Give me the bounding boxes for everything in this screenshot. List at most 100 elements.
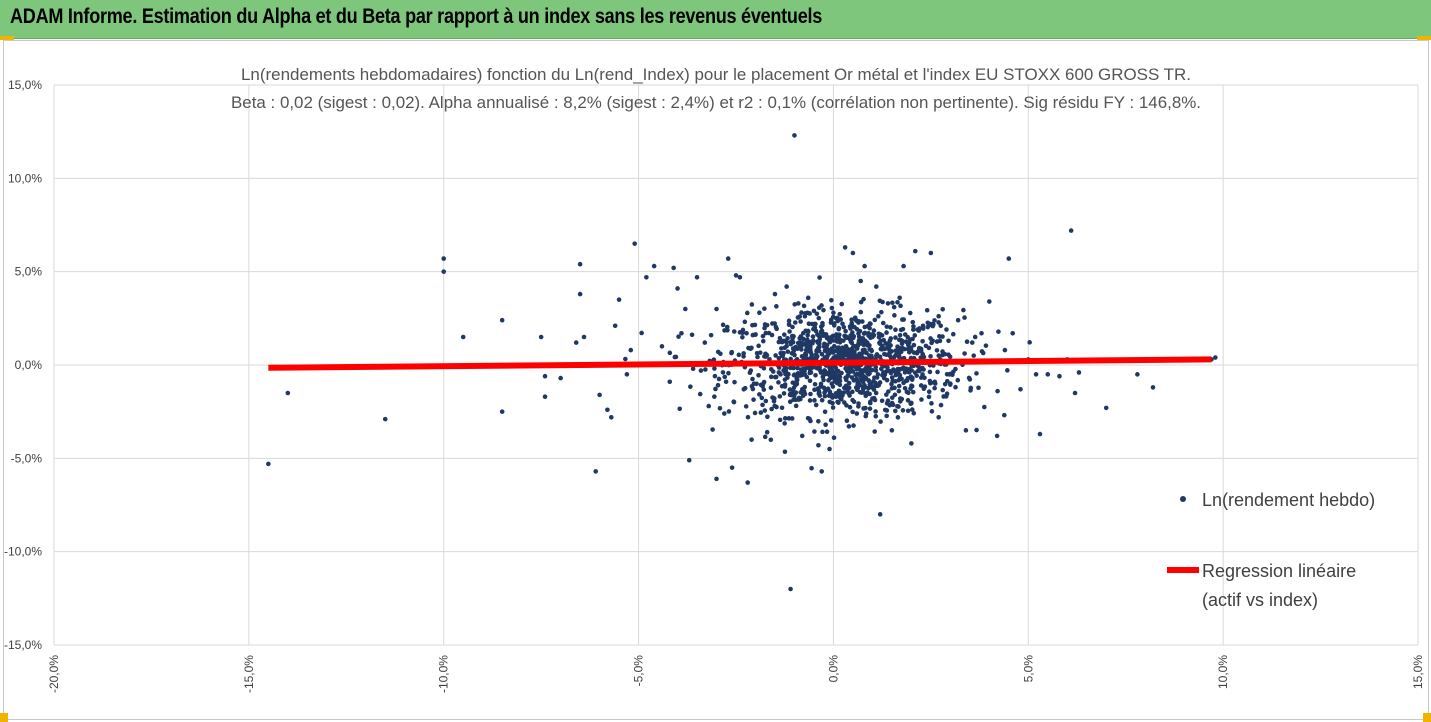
scatter-point [925, 324, 931, 330]
scatter-point [814, 348, 819, 354]
scatter-point [936, 313, 941, 319]
scatter-point [925, 320, 931, 326]
scatter-point [812, 398, 817, 403]
scatter-point [871, 387, 877, 392]
scatter-point [916, 328, 922, 333]
scatter-point [873, 284, 879, 289]
scatter-point [919, 366, 924, 371]
scatter-point [876, 313, 881, 319]
scatter-point [932, 379, 938, 385]
scatter-points [266, 133, 1218, 592]
scatter-point [873, 409, 878, 414]
scatter-point [632, 241, 637, 246]
scatter-point [944, 327, 949, 332]
scatter-point [844, 346, 850, 351]
scatter-point [840, 321, 845, 327]
scatter-point [927, 369, 933, 375]
scatter-point [929, 401, 934, 406]
scatter-point [889, 386, 895, 391]
scatter-point [724, 324, 730, 330]
scatter-point [792, 133, 797, 138]
scatter-point [830, 350, 836, 355]
scatter-point [831, 310, 836, 316]
scatter-point [694, 274, 700, 280]
scatter-point [802, 384, 808, 390]
scatter-point [869, 367, 875, 373]
scatter-point [944, 391, 950, 396]
scatter-point [884, 408, 890, 413]
scatter-point [757, 392, 762, 397]
scatter-point [813, 373, 818, 378]
scatter-point [799, 433, 805, 439]
scatter-point [787, 399, 793, 405]
scatter-point [850, 409, 855, 415]
scatter-point [1005, 368, 1010, 373]
scatter-point [879, 398, 885, 404]
scatter-point [879, 309, 884, 315]
scatter-point [955, 377, 961, 383]
scatter-point [764, 429, 770, 435]
scatter-point [1002, 412, 1007, 418]
scatter-point [807, 378, 813, 384]
scatter-point [827, 367, 833, 373]
scatter-point [765, 414, 770, 420]
scatter-point [729, 349, 735, 355]
scatter-point [737, 274, 743, 280]
scatter-point [828, 320, 834, 325]
scatter-point [714, 306, 719, 312]
scatter-point [858, 336, 864, 342]
scatter-point [745, 480, 750, 485]
scatter-point [733, 273, 739, 278]
scatter-point [936, 320, 941, 325]
scatter-point [815, 332, 820, 337]
scatter-point [785, 349, 791, 354]
scatter-point [983, 343, 989, 348]
scatter-point [919, 397, 924, 402]
scatter-point [862, 263, 867, 269]
y-tick-label: 10,0% [8, 171, 42, 185]
scatter-point [851, 343, 857, 349]
scatter-point [792, 352, 797, 358]
scatter-point [884, 330, 889, 335]
scatter-point [538, 334, 544, 340]
scatter-point [897, 372, 903, 378]
scatter-point [901, 380, 906, 386]
scatter-point [841, 324, 847, 330]
scatter-point [624, 372, 630, 377]
scatter-point [836, 351, 842, 357]
scatter-point [828, 372, 834, 378]
scatter-point [885, 301, 891, 306]
scatter-point [770, 395, 775, 400]
scatter-point [923, 343, 929, 349]
scatter-point [762, 408, 768, 413]
scatter-point [827, 446, 832, 452]
scatter-point [605, 407, 610, 413]
scatter-point [675, 286, 680, 291]
scatter-point [741, 386, 747, 392]
scatter-point [820, 320, 825, 326]
scatter-point [996, 329, 1001, 334]
scatter-point [790, 333, 795, 339]
scatter-point [628, 347, 634, 353]
scatter-point [862, 339, 868, 344]
scatter-point [911, 342, 917, 348]
scatter-point [760, 402, 765, 408]
scatter-point [573, 340, 579, 345]
scatter-point [768, 385, 774, 391]
scatter-point [796, 301, 801, 306]
scatter-point [772, 403, 777, 409]
scatter-point [792, 320, 798, 325]
scatter-point [947, 354, 953, 360]
scatter-point [831, 323, 837, 328]
scatter-point [967, 377, 973, 382]
scatter-point [777, 394, 783, 399]
scatter-point [891, 304, 897, 310]
scatter-point [793, 403, 799, 409]
scatter-point [770, 321, 775, 326]
scatter-point [836, 335, 842, 341]
scatter-point [926, 389, 932, 395]
scatter-point [850, 369, 856, 374]
scatter-point [870, 334, 875, 340]
scatter-point [865, 370, 870, 375]
scatter-point [750, 376, 755, 382]
